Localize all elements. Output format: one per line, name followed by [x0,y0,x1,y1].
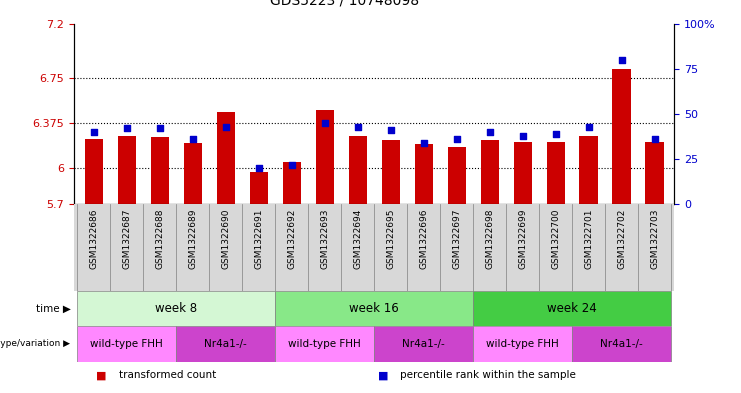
Bar [645,142,664,204]
Bar [316,110,333,204]
Text: GSM1322694: GSM1322694 [353,209,362,269]
Bar [77,326,176,362]
Point [385,127,396,133]
Bar [84,139,103,204]
Bar [282,162,301,204]
Text: percentile rank within the sample: percentile rank within the sample [400,370,576,380]
Text: transformed count: transformed count [119,370,216,380]
Bar [579,136,598,204]
Text: genotype/variation ▶: genotype/variation ▶ [0,340,70,348]
Bar [118,136,136,204]
Point [418,140,430,146]
Point [352,123,364,130]
Bar [184,143,202,204]
Text: GSM1322698: GSM1322698 [485,209,494,269]
Bar [448,147,466,204]
Text: GSM1322702: GSM1322702 [617,209,626,269]
Point [220,123,232,130]
Bar [374,326,473,362]
Point [516,132,528,139]
Text: GSM1322697: GSM1322697 [452,209,461,269]
Text: wild-type FHH: wild-type FHH [288,339,361,349]
Point [319,120,330,126]
Bar [150,137,169,204]
Bar [382,140,399,204]
Text: GSM1322699: GSM1322699 [518,209,527,269]
Text: GSM1322687: GSM1322687 [122,209,131,269]
Text: time ▶: time ▶ [36,303,70,314]
Text: week 8: week 8 [156,302,197,315]
Text: GDS5223 / 10748098: GDS5223 / 10748098 [270,0,419,8]
Text: Nr4a1-/-: Nr4a1-/- [402,339,445,349]
Text: GSM1322703: GSM1322703 [650,209,659,269]
Text: GSM1322690: GSM1322690 [222,209,230,269]
Point [582,123,594,130]
Text: GSM1322689: GSM1322689 [188,209,197,269]
Text: week 16: week 16 [349,302,399,315]
Point [88,129,100,135]
Point [187,136,199,142]
Bar [349,136,367,204]
Point [484,129,496,135]
Text: ■: ■ [378,370,388,380]
Bar [572,326,671,362]
Text: GSM1322691: GSM1322691 [254,209,263,269]
Point [154,125,166,132]
Point [286,162,298,168]
Bar [473,291,671,326]
Bar [473,326,572,362]
Text: ■: ■ [96,370,107,380]
Bar [250,172,268,204]
Bar [613,70,631,204]
Bar [77,291,275,326]
Text: week 24: week 24 [547,302,597,315]
Point [451,136,462,142]
Text: GSM1322695: GSM1322695 [386,209,395,269]
Point [550,131,562,137]
Bar [481,140,499,204]
Bar [415,144,433,204]
Bar [547,142,565,204]
Bar [514,142,532,204]
Text: wild-type FHH: wild-type FHH [486,339,559,349]
Bar [275,291,473,326]
Point [648,136,660,142]
Point [121,125,133,132]
Text: wild-type FHH: wild-type FHH [90,339,163,349]
Bar [216,112,235,204]
Text: GSM1322692: GSM1322692 [288,209,296,269]
Text: Nr4a1-/-: Nr4a1-/- [205,339,247,349]
Text: GSM1322693: GSM1322693 [320,209,329,269]
Text: GSM1322686: GSM1322686 [90,209,99,269]
Point [616,57,628,63]
Text: GSM1322700: GSM1322700 [551,209,560,269]
Point [253,165,265,171]
Bar [275,326,374,362]
Text: Nr4a1-/-: Nr4a1-/- [600,339,643,349]
Bar [176,326,275,362]
Text: GSM1322688: GSM1322688 [156,209,165,269]
Text: GSM1322696: GSM1322696 [419,209,428,269]
Text: GSM1322701: GSM1322701 [584,209,593,269]
